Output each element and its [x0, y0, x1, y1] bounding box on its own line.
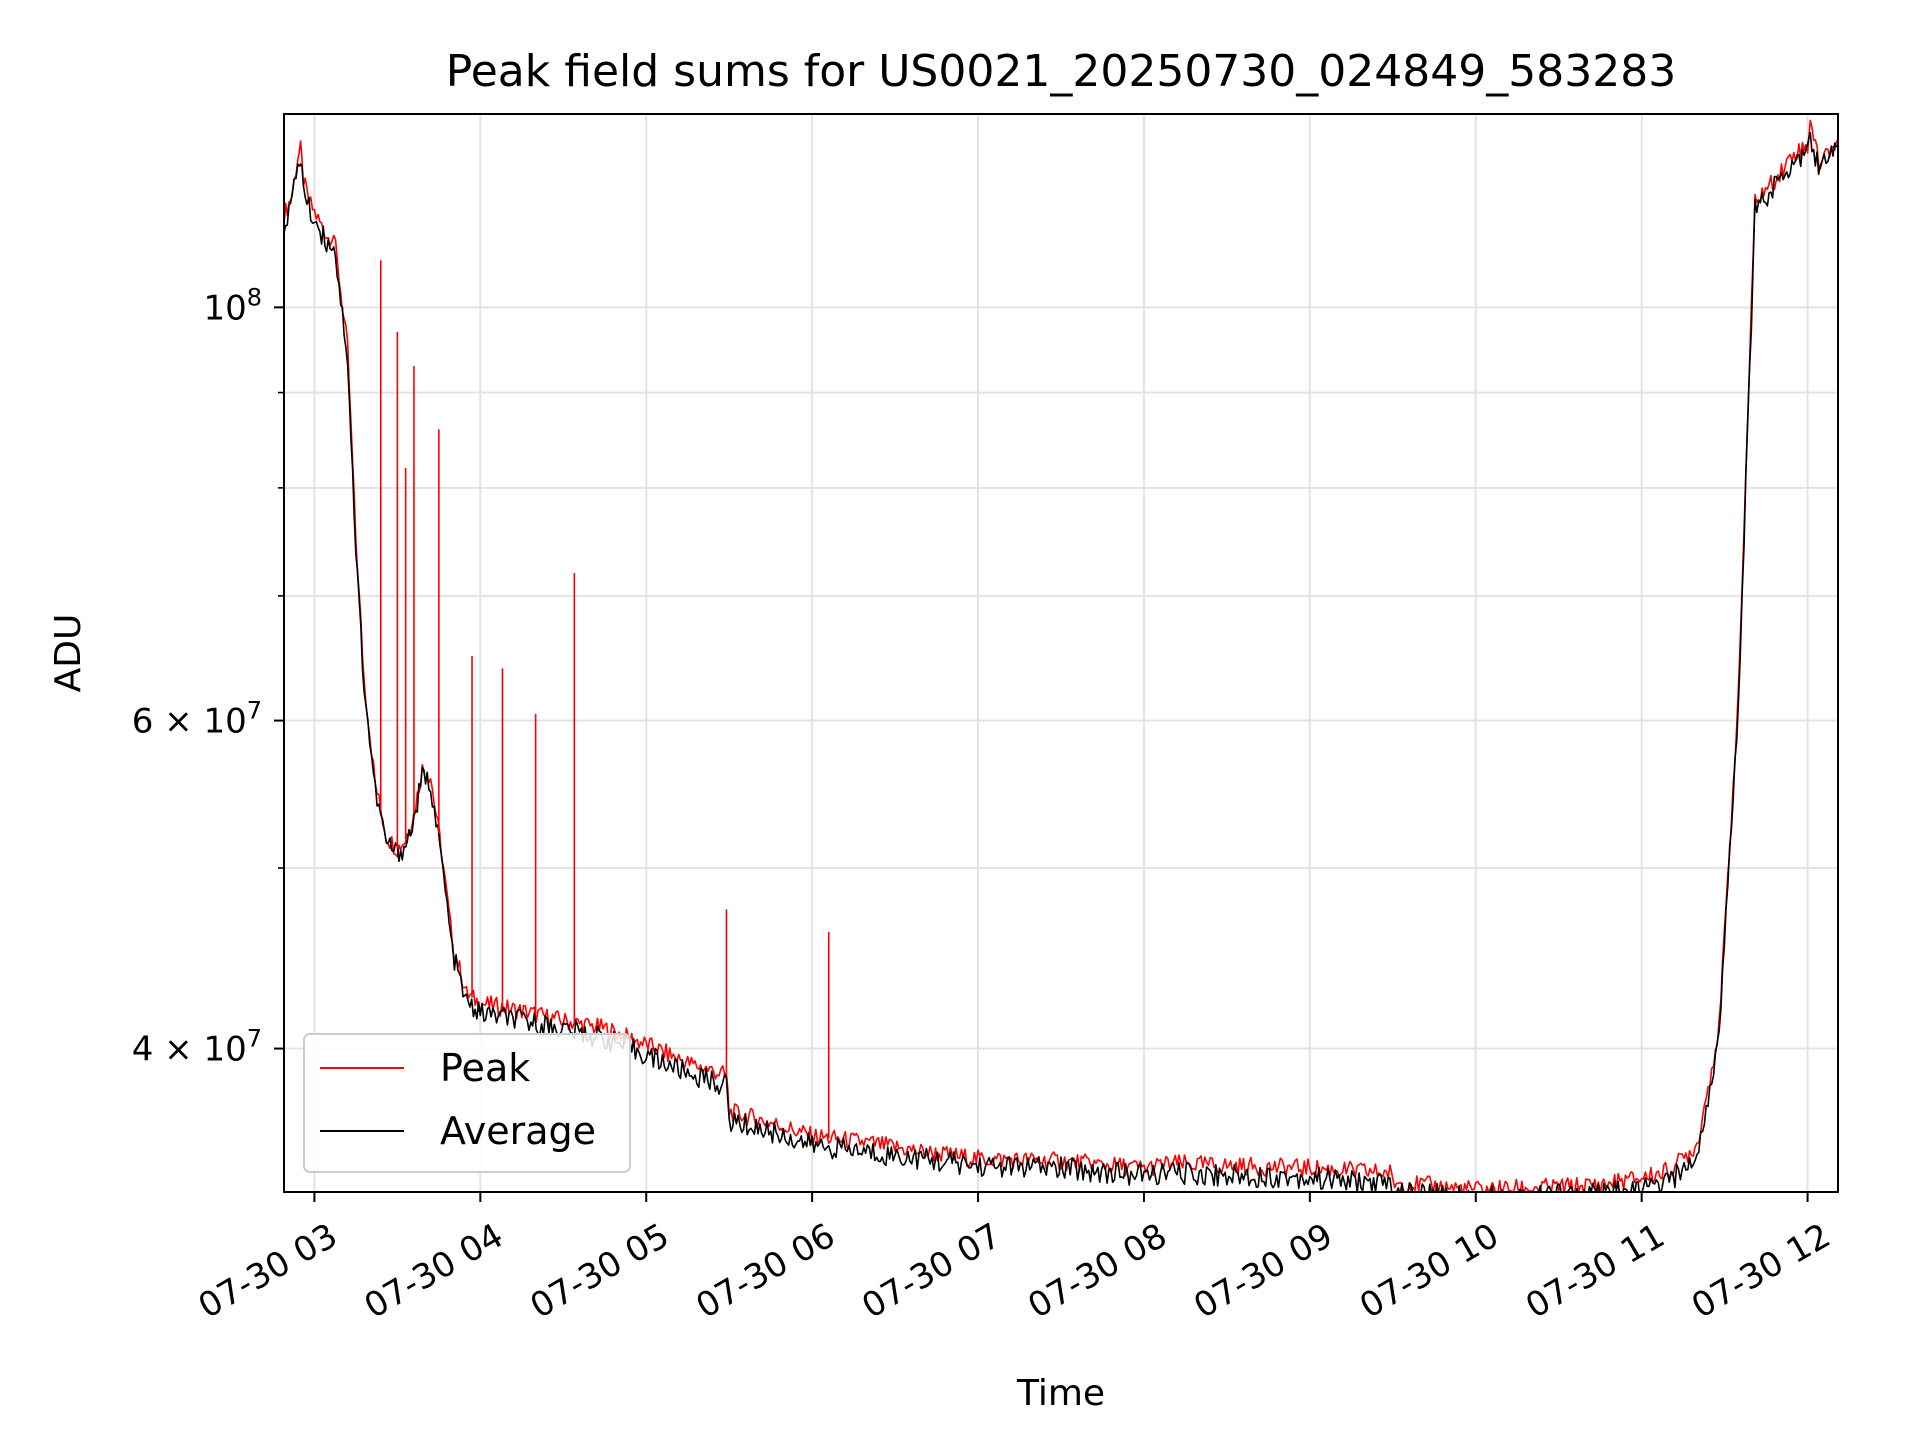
series-line-average [284, 132, 1838, 1192]
x-axis-label: Time [1016, 1373, 1105, 1414]
x-tick-label: 07-30 12 [1685, 1216, 1837, 1327]
x-tick-label: 07-30 08 [1021, 1216, 1173, 1327]
y-tick-label: 6 × 107 [132, 697, 262, 742]
y-axis-label: ADU [48, 614, 89, 693]
x-tick-label: 07-30 10 [1353, 1216, 1505, 1327]
x-tick-label: 07-30 09 [1187, 1216, 1339, 1327]
series-line-peak [284, 119, 1838, 1192]
legend-label-average: Average [440, 1109, 596, 1153]
plot-frame [283, 113, 1839, 1193]
x-tick-label: 07-30 07 [855, 1216, 1007, 1327]
x-tick-label: 07-30 05 [524, 1216, 676, 1327]
x-tick-label: 07-30 06 [690, 1216, 842, 1327]
legend-label-peak: Peak [440, 1046, 530, 1090]
y-tick-label: 108 [203, 283, 262, 328]
x-tick-label: 07-30 04 [358, 1216, 510, 1327]
legend: Peak Average [303, 1033, 631, 1173]
series-layer [284, 119, 1838, 1192]
chart-title: Peak field sums for US0021_20250730_0248… [446, 46, 1676, 97]
y-tick-label: 4 × 107 [132, 1025, 262, 1070]
x-tick-label: 07-30 03 [192, 1216, 344, 1327]
grid [284, 114, 1838, 1192]
x-tick-label: 07-30 11 [1519, 1216, 1671, 1327]
